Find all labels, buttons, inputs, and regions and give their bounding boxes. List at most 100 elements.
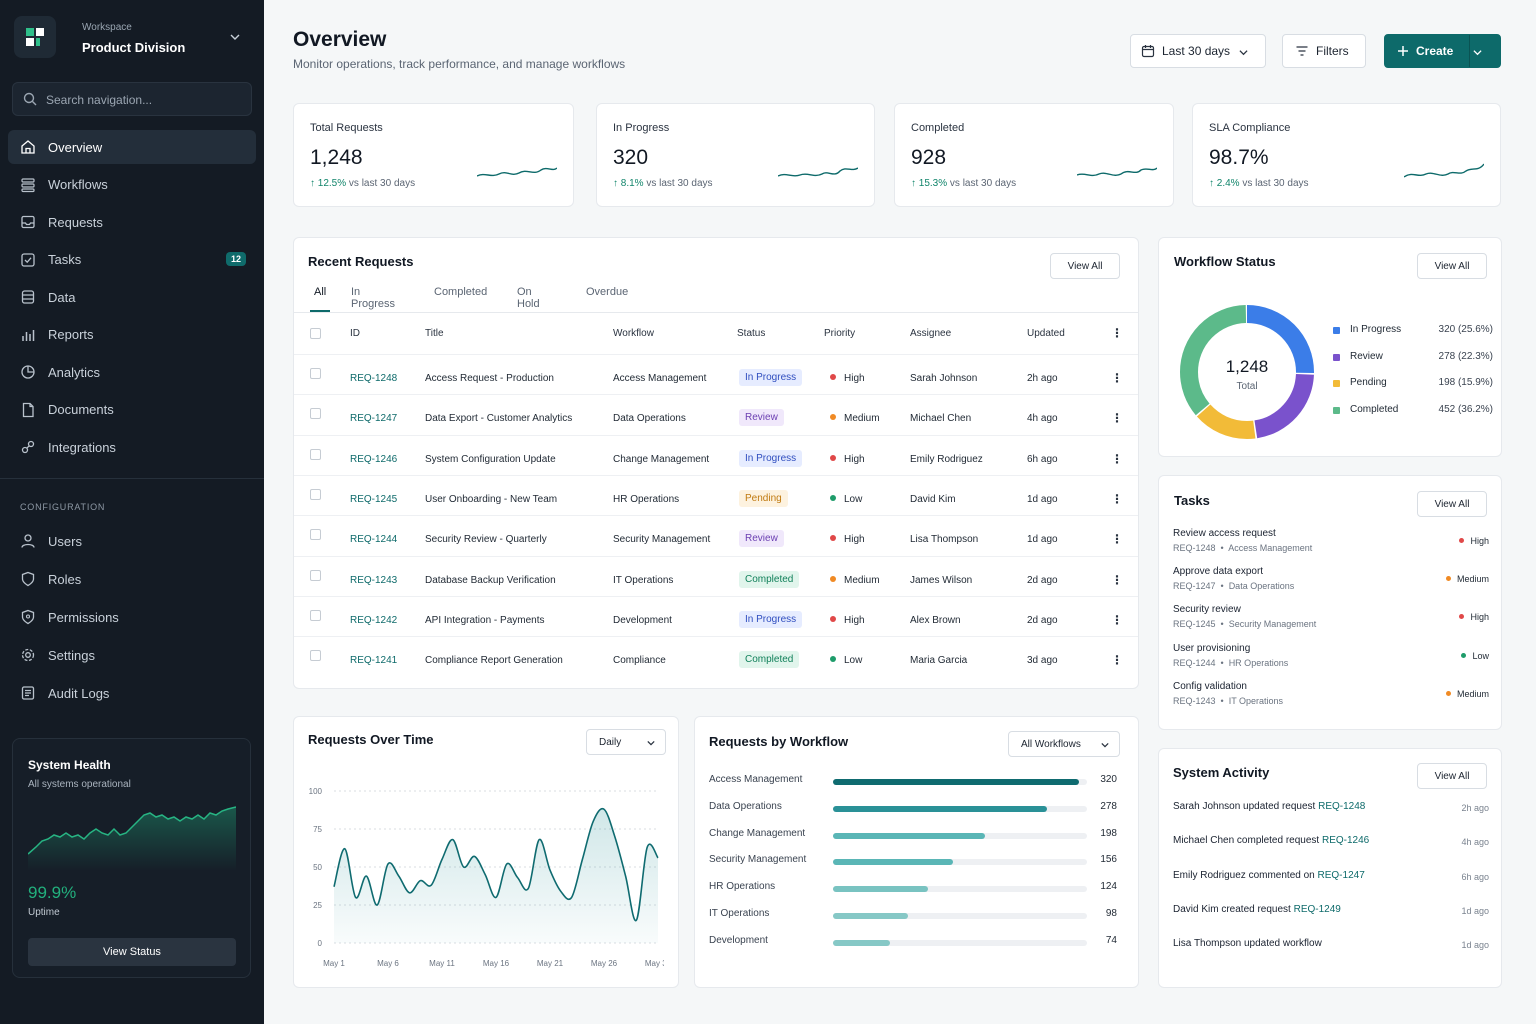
row-checkbox[interactable] <box>310 448 321 460</box>
chevron-down-icon <box>647 740 655 746</box>
sidebar-item-permissions[interactable]: Permissions <box>8 600 256 634</box>
workflow-select[interactable]: All Workflows <box>1008 731 1120 757</box>
column-header-title[interactable]: Title <box>425 328 444 339</box>
kpi-card-sla-compliance[interactable]: SLA Compliance 98.7% ↑ 2.4% vs last 30 day… <box>1192 103 1501 207</box>
donut-slice-completed[interactable] <box>1180 305 1314 439</box>
workflow-bar-row[interactable]: Security Management 156 <box>709 854 1117 870</box>
column-header-priority[interactable]: Priority <box>824 328 856 339</box>
y-tick-label: 100 <box>309 787 323 796</box>
activity-request-link[interactable]: REQ-1249 <box>1293 903 1341 915</box>
chevron-down-icon[interactable] <box>1473 48 1482 57</box>
kpi-card-total-requests[interactable]: Total Requests 1,248 ↑ 12.5% vs last 30 da… <box>293 103 574 207</box>
sidebar-item-data[interactable]: Data <box>8 280 256 314</box>
row-checkbox[interactable] <box>310 529 321 541</box>
request-id-link[interactable]: REQ-1242 <box>350 614 398 626</box>
workspace-switcher[interactable]: Workspace Product Division <box>14 16 250 60</box>
updated-time: 2d ago <box>1027 614 1058 626</box>
column-header-workflow[interactable]: Workflow <box>613 328 654 339</box>
workflow-bar-row[interactable]: Change Management 198 <box>709 828 1117 844</box>
row-checkbox[interactable] <box>310 368 321 379</box>
workflow-bar-row[interactable]: Development 74 <box>709 935 1117 951</box>
sidebar-item-requests[interactable]: Requests <box>8 205 256 239</box>
granularity-select[interactable]: Daily <box>586 729 666 755</box>
sidebar-divider <box>0 478 264 479</box>
row-actions-icon[interactable]: ⋮ <box>1111 572 1123 587</box>
tab-completed[interactable]: Completed <box>434 286 488 298</box>
view-all-button[interactable]: View All <box>1417 763 1487 789</box>
request-id-link[interactable]: REQ-1243 <box>350 574 398 586</box>
y-tick-label: 50 <box>313 863 322 872</box>
line-series[interactable] <box>333 807 659 922</box>
sidebar-item-tasks[interactable]: Tasks 12 <box>8 243 256 277</box>
search-navigation[interactable] <box>12 82 252 116</box>
donut-slice-pending[interactable] <box>1180 305 1314 439</box>
activity-request-link[interactable]: REQ-1246 <box>1321 835 1370 847</box>
tab-overdue[interactable]: Overdue <box>586 286 629 298</box>
row-checkbox[interactable] <box>310 609 321 621</box>
row-actions-icon[interactable]: ⋮ <box>1111 653 1123 668</box>
row-actions-icon[interactable]: ⋮ <box>1111 612 1123 627</box>
priority: Low <box>830 655 862 666</box>
request-id-link[interactable]: REQ-1241 <box>350 655 398 667</box>
kpi-card-completed[interactable]: Completed 928 ↑ 15.3% vs last 30 days <box>894 103 1174 207</box>
row-checkbox[interactable] <box>310 650 321 662</box>
date-range-select[interactable]: Last 30 days <box>1130 34 1266 68</box>
sidebar-item-roles[interactable]: Roles <box>8 562 256 596</box>
row-actions-icon[interactable]: ⋮ <box>1111 532 1123 547</box>
tab-all[interactable]: All <box>310 286 331 312</box>
activity-request-link[interactable]: REQ-1248 <box>1318 801 1366 812</box>
sidebar-item-overview[interactable]: Overview <box>8 130 256 164</box>
workflow-bar-row[interactable]: Data Operations 278 <box>709 801 1117 817</box>
filters-button[interactable]: Filters <box>1282 34 1366 68</box>
row-checkbox[interactable] <box>310 488 321 500</box>
activity-request-link[interactable]: REQ-1247 <box>1317 869 1365 881</box>
task-item[interactable]: Approve data export REQ-1247 • Data Opera… <box>1173 566 1489 598</box>
sidebar-item-reports[interactable]: Reports <box>8 318 256 352</box>
view-all-button[interactable]: View All <box>1417 253 1487 279</box>
workflow-bar <box>833 939 890 946</box>
column-header-updated[interactable]: Updated <box>1027 328 1065 339</box>
sidebar-item-users[interactable]: Users <box>8 524 256 558</box>
row-checkbox[interactable] <box>310 408 321 420</box>
tab-on-hold[interactable]: On Hold <box>517 286 540 310</box>
request-id-link[interactable]: REQ-1247 <box>350 413 398 425</box>
sidebar-item-integrations[interactable]: Integrations <box>8 430 256 464</box>
row-actions-icon[interactable]: ⋮ <box>1111 451 1123 466</box>
kpi-card-in-progress[interactable]: In Progress 320 ↑ 8.1% vs last 30 days <box>596 103 875 207</box>
sidebar-item-analytics[interactable]: Analytics <box>8 355 256 389</box>
tab-in-progress[interactable]: In Progress <box>351 286 396 310</box>
column-header-status[interactable]: Status <box>737 328 766 339</box>
view-all-button[interactable]: View All <box>1417 491 1487 517</box>
select-all-checkbox[interactable] <box>310 328 321 339</box>
column-header-id[interactable]: ID <box>350 328 360 339</box>
workflow-bar-row[interactable]: IT Operations 98 <box>709 908 1117 924</box>
task-item[interactable]: Review access request REQ-1248 • Access M… <box>1173 528 1489 560</box>
request-id-link[interactable]: REQ-1245 <box>350 493 398 505</box>
column-options-icon[interactable]: ⋮ <box>1111 326 1123 340</box>
row-actions-icon[interactable]: ⋮ <box>1111 371 1123 385</box>
column-header-assignee[interactable]: Assignee <box>910 328 952 339</box>
workflow-bar-row[interactable]: HR Operations 124 <box>709 881 1117 897</box>
request-id-link[interactable]: REQ-1246 <box>350 453 398 465</box>
task-title: User provisioning <box>1173 642 1251 654</box>
sidebar-item-documents[interactable]: Documents <box>8 393 256 427</box>
workflow-bar-row[interactable]: Access Management 320 <box>709 774 1117 790</box>
priority: High <box>830 373 865 384</box>
row-checkbox[interactable] <box>310 569 321 581</box>
donut-slice-in-progress[interactable] <box>1180 305 1314 439</box>
search-input[interactable] <box>46 90 241 110</box>
view-status-button[interactable]: View Status <box>28 938 236 966</box>
sidebar-item-audit-logs[interactable]: Audit Logs <box>8 676 256 710</box>
view-all-button[interactable]: View All <box>1050 253 1120 279</box>
sidebar-item-settings[interactable]: Settings <box>8 638 256 672</box>
create-button[interactable]: Create <box>1384 34 1501 68</box>
task-item[interactable]: Security review REQ-1245 • Security Manag… <box>1173 604 1489 636</box>
row-actions-icon[interactable]: ⋮ <box>1111 411 1123 426</box>
sidebar-item-workflows[interactable]: Workflows <box>8 168 256 202</box>
row-actions-icon[interactable]: ⋮ <box>1111 491 1123 506</box>
task-item[interactable]: User provisioning REQ-1244 • HR Operation… <box>1173 643 1489 675</box>
legend-swatch <box>1333 407 1340 415</box>
request-id-link[interactable]: REQ-1244 <box>350 534 398 546</box>
task-item[interactable]: Config validation REQ-1243 • IT Operation… <box>1173 681 1489 713</box>
request-id-link[interactable]: REQ-1248 <box>350 373 398 384</box>
